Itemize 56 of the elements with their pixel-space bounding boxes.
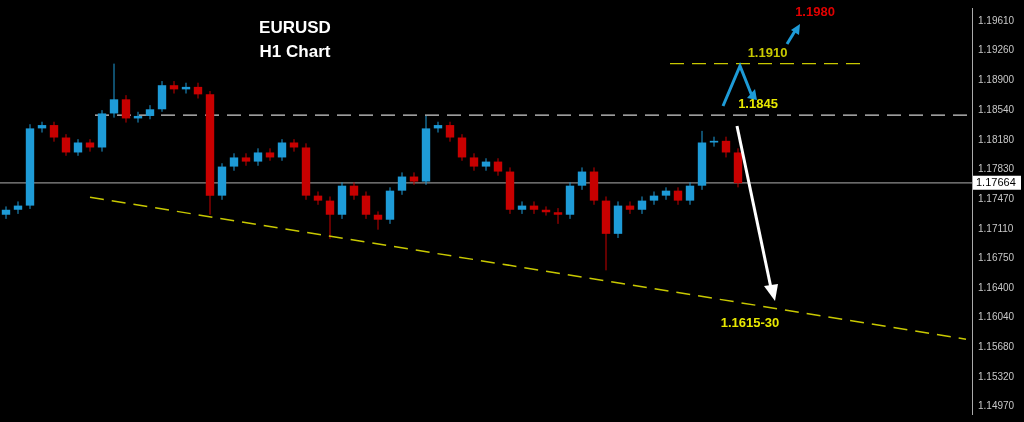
- y-tick-label: 1.15680: [978, 341, 1015, 353]
- candlestick: [457, 133, 467, 162]
- candlestick: [169, 80, 179, 95]
- y-tick-label: 1.14970: [978, 400, 1015, 412]
- candlestick: [325, 195, 335, 240]
- candlestick: [241, 152, 251, 167]
- candlestick: [145, 104, 155, 120]
- text: EURUSD: [258, 17, 332, 39]
- annotation: 1.1615-30: [720, 315, 780, 331]
- y-tick-label: 1.15320: [978, 371, 1015, 383]
- candlestick: [637, 195, 647, 215]
- text: H1 Chart: [258, 41, 332, 63]
- candlestick: [109, 63, 119, 119]
- y-tick-label: 1.16400: [978, 281, 1015, 293]
- ref-line-label: 1.1910: [747, 45, 788, 61]
- candlestick: [709, 136, 719, 148]
- y-tick-label: 1.19260: [978, 44, 1015, 56]
- annotation: 1.1980: [795, 3, 835, 19]
- candlestick: [373, 210, 383, 231]
- y-tick-label: 1.17470: [978, 192, 1015, 204]
- ref-line-label: 1.17664: [976, 175, 1016, 188]
- y-tick-label: 1.16750: [978, 252, 1015, 264]
- candlestick: [397, 171, 407, 196]
- candlestick: [493, 157, 503, 177]
- candlestick: [253, 147, 263, 167]
- candlestick: [49, 121, 59, 143]
- candlestick: [649, 190, 659, 206]
- candlestick: [553, 207, 563, 225]
- y-tick-label: 1.19610: [978, 15, 1015, 27]
- candlestick: [661, 186, 671, 201]
- candlestick: [721, 136, 731, 158]
- y-tick-label: 1.17830: [978, 162, 1015, 174]
- candlestick: [313, 190, 323, 206]
- candlestick: [577, 166, 587, 191]
- candlestick: [625, 200, 635, 215]
- candlestick: [229, 152, 239, 172]
- candlestick: [481, 157, 491, 172]
- y-tick-label: 1.18900: [978, 73, 1015, 85]
- y-tick-label: 1.18540: [978, 103, 1015, 115]
- candlestick: [517, 200, 527, 215]
- candlestick: [13, 200, 23, 215]
- candlestick: [673, 186, 683, 206]
- candlestick: [121, 94, 131, 124]
- y-tick-label: 1.17110: [978, 222, 1014, 234]
- y-tick-label: 1.18180: [978, 133, 1015, 145]
- candlestick: [1, 205, 11, 220]
- candlestick: [349, 181, 359, 201]
- candlestick: [409, 171, 419, 186]
- y-tick-label: 1.16040: [978, 311, 1015, 323]
- candlestick: [265, 147, 275, 162]
- annotation: 1.1845: [738, 96, 778, 112]
- candlestick: [361, 190, 371, 220]
- candlestick: [469, 152, 479, 172]
- candlestick: [529, 200, 539, 215]
- candlestick: [445, 121, 455, 143]
- candlestick: [685, 181, 695, 206]
